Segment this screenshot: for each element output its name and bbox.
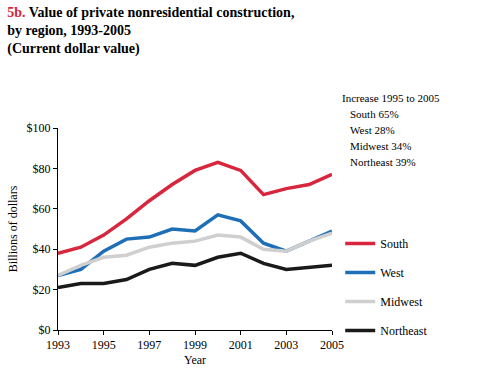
svg-text:$0: $0: [39, 323, 51, 337]
svg-text:West: West: [380, 266, 404, 280]
svg-text:West 28%: West 28%: [350, 124, 395, 136]
svg-text:Northeast 39%: Northeast 39%: [350, 156, 416, 168]
svg-text:5b. Value of private nonreside: 5b. Value of private nonresidential cons…: [7, 5, 294, 57]
svg-text:South 65%: South 65%: [350, 108, 399, 120]
svg-text:$20: $20: [33, 283, 51, 297]
svg-text:1997: 1997: [137, 338, 161, 352]
svg-text:1993: 1993: [46, 338, 70, 352]
svg-text:2005: 2005: [320, 338, 344, 352]
svg-text:$100: $100: [27, 121, 51, 135]
svg-text:$40: $40: [33, 242, 51, 256]
svg-text:1999: 1999: [183, 338, 207, 352]
svg-text:1995: 1995: [92, 338, 116, 352]
svg-text:Northeast: Northeast: [380, 324, 427, 338]
svg-text:Year: Year: [184, 353, 206, 367]
svg-text:$80: $80: [33, 162, 51, 176]
svg-text:Midwest 34%: Midwest 34%: [350, 140, 411, 152]
svg-text:$60: $60: [33, 202, 51, 216]
svg-text:2001: 2001: [229, 338, 253, 352]
svg-text:Increase 1995 to 2005: Increase 1995 to 2005: [342, 92, 440, 104]
svg-text:Midwest: Midwest: [380, 295, 423, 309]
svg-text:2003: 2003: [274, 338, 298, 352]
svg-text:South: South: [380, 237, 408, 251]
svg-text:Billions of dollars: Billions of dollars: [6, 185, 20, 272]
